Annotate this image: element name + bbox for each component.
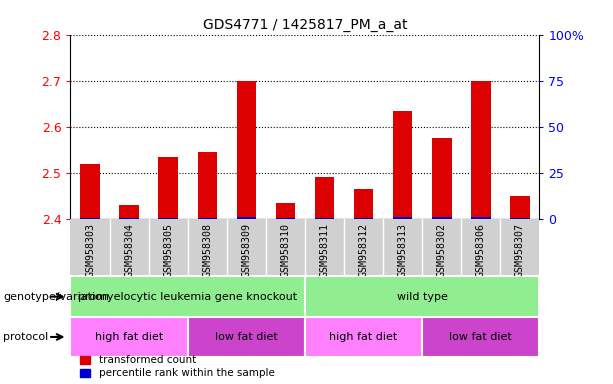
- Bar: [314, 177, 334, 219]
- Bar: [471, 217, 490, 219]
- Bar: [510, 196, 530, 219]
- Text: low fat diet: low fat diet: [449, 332, 512, 342]
- Bar: [237, 81, 256, 219]
- Text: high fat diet: high fat diet: [329, 332, 398, 342]
- Bar: [276, 203, 295, 219]
- Bar: [471, 81, 490, 219]
- Bar: [510, 218, 530, 219]
- Text: genotype/variation: genotype/variation: [3, 291, 109, 302]
- Text: low fat diet: low fat diet: [215, 332, 278, 342]
- Bar: [393, 111, 413, 219]
- Text: GSM958311: GSM958311: [319, 223, 330, 277]
- Bar: [305, 276, 539, 317]
- Bar: [120, 218, 139, 219]
- Bar: [393, 217, 413, 219]
- Bar: [422, 317, 539, 357]
- Text: GSM958312: GSM958312: [359, 223, 368, 277]
- Text: GSM958305: GSM958305: [163, 223, 173, 277]
- Bar: [197, 218, 217, 219]
- Bar: [314, 218, 334, 219]
- Bar: [432, 217, 452, 219]
- Bar: [80, 164, 100, 219]
- Title: GDS4771 / 1425817_PM_a_at: GDS4771 / 1425817_PM_a_at: [203, 18, 407, 32]
- Bar: [188, 317, 305, 357]
- Bar: [197, 152, 217, 219]
- Bar: [276, 218, 295, 219]
- Text: GSM958303: GSM958303: [85, 223, 95, 277]
- Text: GSM958310: GSM958310: [280, 223, 291, 277]
- Text: GSM958307: GSM958307: [515, 223, 525, 277]
- Text: GSM958304: GSM958304: [124, 223, 134, 277]
- Bar: [158, 157, 178, 219]
- Bar: [120, 205, 139, 219]
- Bar: [158, 218, 178, 219]
- Bar: [305, 317, 422, 357]
- Text: high fat diet: high fat diet: [95, 332, 163, 342]
- Text: GSM958313: GSM958313: [398, 223, 408, 277]
- Legend: transformed count, percentile rank within the sample: transformed count, percentile rank withi…: [75, 351, 279, 382]
- Text: protocol: protocol: [3, 332, 48, 342]
- Text: GSM958302: GSM958302: [436, 223, 447, 277]
- Bar: [354, 189, 373, 219]
- Bar: [70, 276, 305, 317]
- Text: GSM958308: GSM958308: [202, 223, 212, 277]
- Text: GSM958309: GSM958309: [242, 223, 251, 277]
- Bar: [432, 138, 452, 219]
- Text: wild type: wild type: [397, 291, 447, 302]
- Text: GSM958306: GSM958306: [476, 223, 486, 277]
- Bar: [80, 218, 100, 219]
- Bar: [354, 218, 373, 219]
- Bar: [237, 217, 256, 219]
- Text: promyelocytic leukemia gene knockout: promyelocytic leukemia gene knockout: [78, 291, 297, 302]
- Bar: [70, 317, 188, 357]
